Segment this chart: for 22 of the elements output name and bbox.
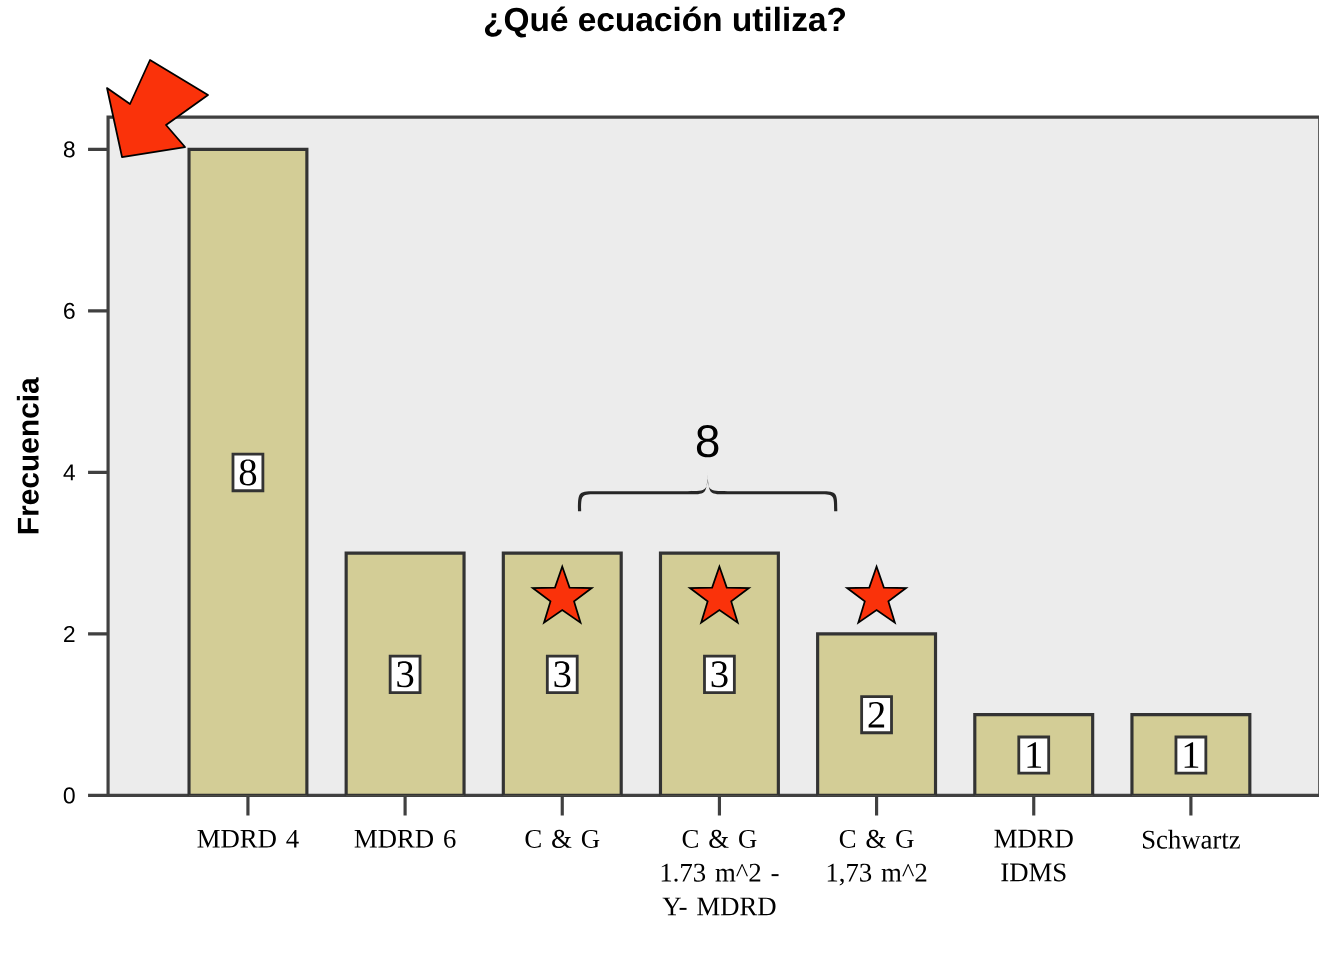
y-tick-label: 2 xyxy=(64,625,75,642)
y-tick-label: 4 xyxy=(63,464,75,481)
x-tick-label: Schwartz xyxy=(1142,829,1240,849)
x-tick-label: MDRD IDMS xyxy=(994,829,1073,882)
data-label: 1 xyxy=(1184,742,1199,768)
data-label: 3 xyxy=(711,661,728,688)
x-tick-label: C & G 1.73 m^2 - Y- MDRD xyxy=(661,829,779,916)
x-tick-label: MDRD 6 xyxy=(354,829,456,848)
data-label: 1 xyxy=(1027,742,1042,768)
chart-title: ¿Qué ecuación utiliza? xyxy=(484,6,845,38)
y-tick-label: 6 xyxy=(64,302,75,319)
data-label: 2 xyxy=(868,701,885,728)
x-tick-label: MDRD 4 xyxy=(197,829,299,848)
data-label: 8 xyxy=(239,459,257,486)
x-tick-label: C & G xyxy=(525,829,600,848)
y-axis-title: Frecuencia xyxy=(16,377,39,534)
y-tick-label: 0 xyxy=(63,787,75,804)
y-tick-label: 8 xyxy=(63,141,75,158)
annotation: 8 xyxy=(696,424,719,458)
x-tick-label: C & G 1,73 m^2 xyxy=(827,829,927,886)
data-label: 3 xyxy=(397,661,414,688)
data-label: 3 xyxy=(554,661,571,688)
